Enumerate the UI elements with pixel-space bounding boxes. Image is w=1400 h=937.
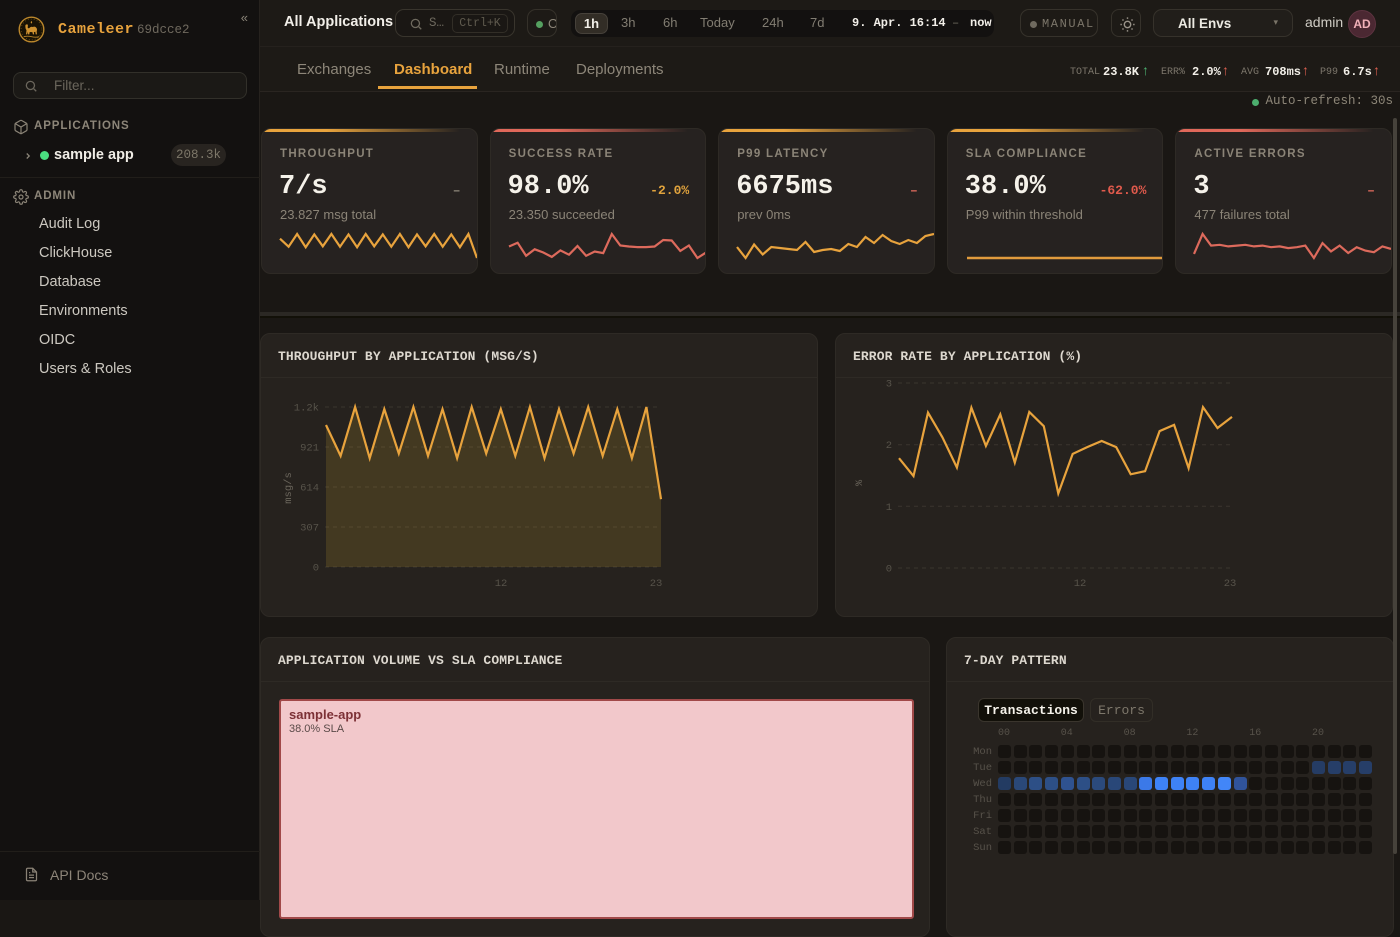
- svg-text:1.2k: 1.2k: [294, 403, 319, 415]
- svg-text:1: 1: [886, 502, 892, 514]
- svg-text:12: 12: [495, 578, 508, 590]
- svg-text:0: 0: [886, 564, 892, 576]
- svg-text:12: 12: [1074, 578, 1087, 590]
- svg-text:msg/s: msg/s: [283, 472, 295, 504]
- svg-text:23: 23: [650, 578, 663, 590]
- svg-text:2: 2: [886, 440, 892, 452]
- svg-text:3: 3: [886, 379, 892, 391]
- svg-text:0: 0: [313, 563, 319, 575]
- svg-text:307: 307: [300, 523, 319, 535]
- svg-text:%: %: [854, 479, 866, 486]
- svg-text:23: 23: [1224, 578, 1237, 590]
- svg-text:614: 614: [300, 483, 319, 495]
- svg-text:921: 921: [300, 443, 319, 455]
